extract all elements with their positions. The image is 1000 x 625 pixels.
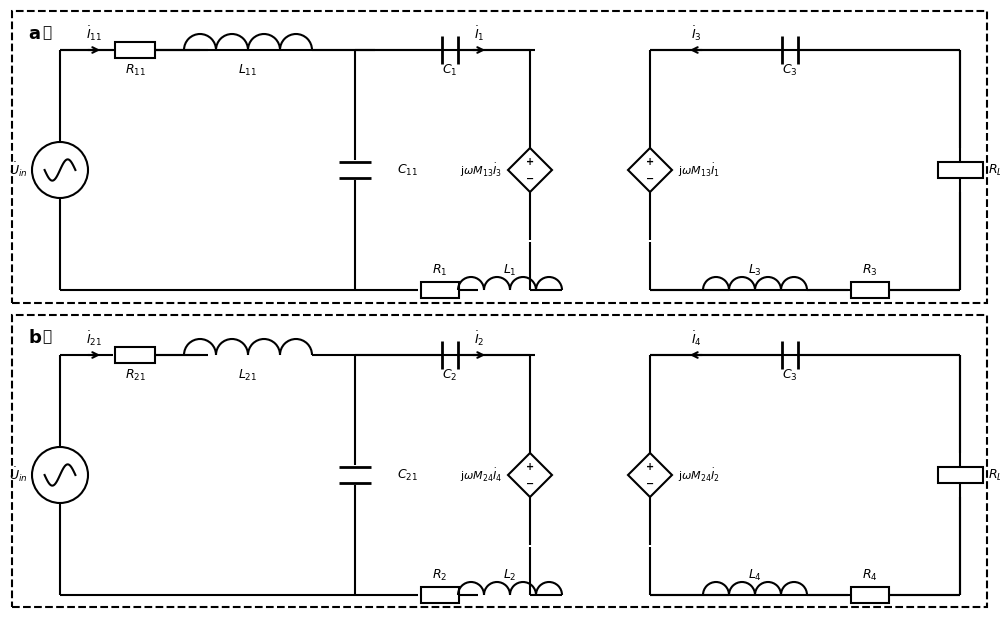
Bar [115, 347, 155, 363]
Text: $R_1$: $R_1$ [432, 262, 448, 278]
Text: $\dot{I}_{4}$: $\dot{I}_{4}$ [691, 329, 701, 348]
Text: $R_2$: $R_2$ [432, 568, 448, 582]
Text: $C_{21}$: $C_{21}$ [397, 468, 418, 482]
Text: $\dot{U}_{in}$: $\dot{U}_{in}$ [9, 466, 27, 484]
Text: $L_{11}$: $L_{11}$ [238, 62, 258, 78]
Text: $\dot{I}_{11}$: $\dot{I}_{11}$ [86, 24, 102, 43]
Text: −: − [526, 478, 534, 488]
Text: −: − [646, 478, 654, 488]
Text: +: + [646, 157, 654, 167]
Text: +: + [526, 157, 534, 167]
Text: $L_1$: $L_1$ [503, 262, 517, 278]
Bar [851, 587, 889, 603]
Text: $R_4$: $R_4$ [862, 568, 878, 582]
Text: $C_2$: $C_2$ [442, 368, 458, 382]
Text: b: b [28, 329, 41, 347]
Text: $R_{21}$: $R_{21}$ [125, 368, 145, 382]
Text: j$\omega M_{24}\dot{I}_2$: j$\omega M_{24}\dot{I}_2$ [678, 466, 720, 484]
Bar [115, 42, 155, 58]
Text: $C_3$: $C_3$ [782, 368, 798, 382]
Text: $R_3$: $R_3$ [862, 262, 878, 278]
Bar [421, 282, 459, 298]
Text: a: a [28, 25, 40, 43]
Text: −: − [526, 173, 534, 183]
Text: $C_1$: $C_1$ [442, 62, 458, 78]
Text: +: + [646, 462, 654, 472]
Text: $\dot{I}_{21}$: $\dot{I}_{21}$ [86, 329, 102, 348]
Text: j$\omega M_{24}\dot{I}_4$: j$\omega M_{24}\dot{I}_4$ [460, 466, 502, 484]
Bar [851, 282, 889, 298]
Text: $\dot{U}_{in}$: $\dot{U}_{in}$ [9, 161, 27, 179]
Text: $\dot{I}_{2}$: $\dot{I}_{2}$ [474, 329, 484, 348]
Text: −: − [646, 173, 654, 183]
Text: $L_3$: $L_3$ [748, 262, 762, 278]
Bar [938, 162, 982, 178]
Text: $L_2$: $L_2$ [503, 568, 517, 582]
Text: +: + [526, 462, 534, 472]
Text: $\dot{I}_{1}$: $\dot{I}_{1}$ [474, 24, 484, 43]
Text: $L_4$: $L_4$ [748, 568, 762, 582]
Bar [12, 315, 987, 607]
Text: $\dot{I}_{3}$: $\dot{I}_{3}$ [691, 24, 701, 43]
Text: 面: 面 [42, 25, 51, 40]
Text: $R_{11}$: $R_{11}$ [125, 62, 145, 78]
Bar [421, 587, 459, 603]
Text: j$\omega M_{13}\dot{I}_3$: j$\omega M_{13}\dot{I}_3$ [460, 161, 502, 179]
Text: 面: 面 [42, 329, 51, 344]
Text: $C_{11}$: $C_{11}$ [397, 162, 418, 177]
Text: j$\omega M_{13}\dot{I}_1$: j$\omega M_{13}\dot{I}_1$ [678, 161, 720, 179]
Text: $C_3$: $C_3$ [782, 62, 798, 78]
Text: $R_{L2}$: $R_{L2}$ [988, 468, 1000, 482]
Text: $L_{21}$: $L_{21}$ [238, 368, 258, 382]
Bar [938, 467, 982, 483]
Bar [12, 11, 987, 303]
Text: $R_{L1}$: $R_{L1}$ [988, 162, 1000, 177]
